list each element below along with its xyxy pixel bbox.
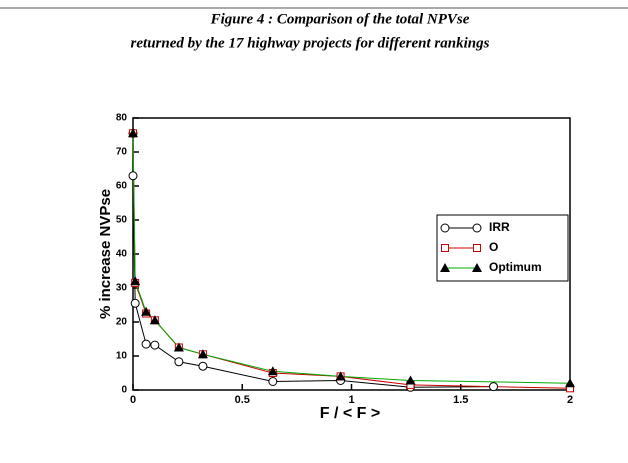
legend-label: O [489,240,498,254]
marker [149,315,160,325]
y-tick-label: 50 [116,215,128,226]
legend-marker [473,244,481,252]
marker [197,349,208,359]
y-tick-label: 0 [121,385,127,396]
y-tick-label: 20 [116,317,128,328]
legend-marker [440,263,450,272]
legend-marker [440,223,450,233]
marker [130,276,141,286]
x-axis-label: F / < F > [320,405,380,422]
legend-marker [472,223,482,233]
marker [141,339,151,349]
marker [174,357,184,367]
marker [128,128,138,138]
marker [150,340,160,350]
marker [198,361,208,371]
x-tick-label: 2 [567,394,573,406]
marker [268,377,278,386]
marker [267,366,278,376]
y-tick-label: 80 [116,113,128,124]
legend-marker [441,244,449,252]
x-tick-label: 1 [348,394,354,406]
marker [141,306,152,316]
marker [335,371,346,381]
marker [173,342,184,352]
marker [489,382,499,392]
marker [128,171,138,181]
marker [565,378,575,388]
x-tick-label: 0 [130,394,136,406]
x-tick-label: 1.5 [453,394,468,406]
chart-subtitle: returned by the 17 highway projects for … [131,35,490,51]
x-tick-label: 0.5 [235,394,250,406]
marker [405,375,416,385]
y-tick-label: 40 [116,249,128,260]
y-axis-label: % increase NVPse [97,189,114,319]
y-tick-label: 70 [116,147,128,158]
legend-label: Optimum [489,260,542,274]
legend-marker [472,263,482,272]
y-tick-label: 10 [116,351,128,362]
series-line [132,133,571,384]
marker [130,298,140,308]
y-tick-label: 60 [116,181,128,192]
y-tick-label: 30 [116,283,128,294]
chart-title: Figure 4 : Comparison of the total NPVse [210,11,470,27]
legend-label: IRR [489,220,510,234]
